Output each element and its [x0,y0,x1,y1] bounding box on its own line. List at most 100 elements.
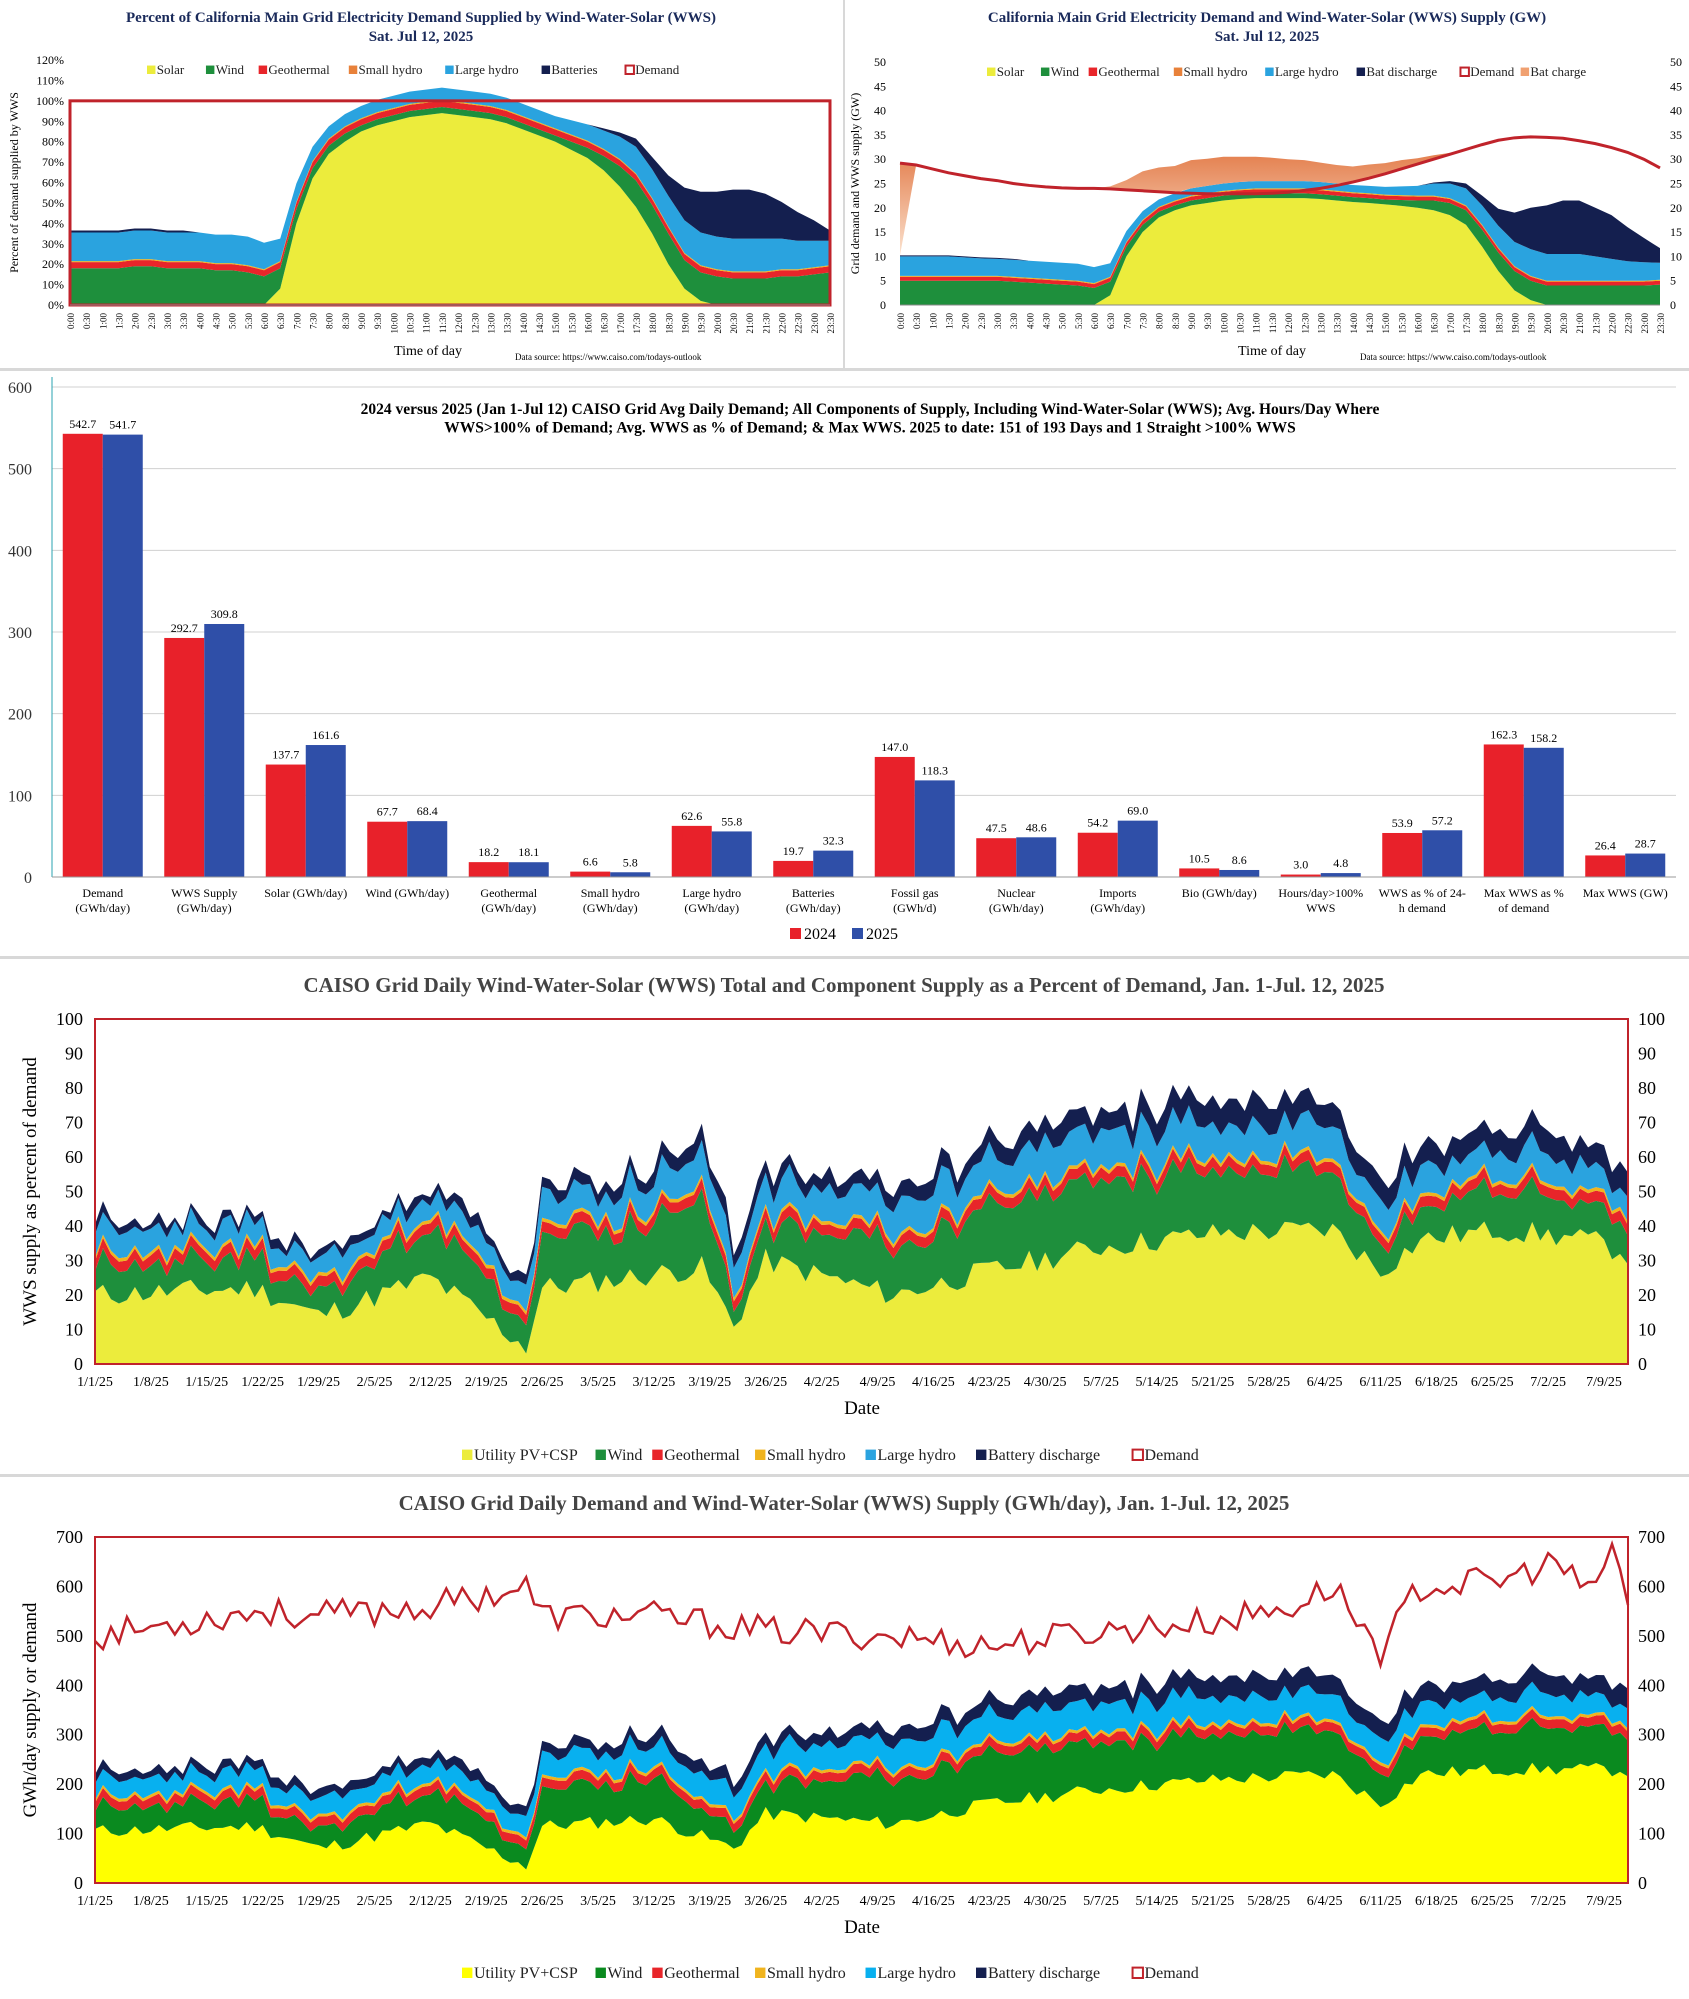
x-tick-label: 17:00 [616,313,626,334]
bar-2024 [1280,874,1321,877]
chart-title: Percent of California Main Grid Electric… [126,10,716,26]
x-tick-label: 15:30 [1397,313,1407,334]
x-tick-label: 18:30 [1494,313,1504,334]
bar-2024 [367,821,408,877]
category-label: Imports [1099,886,1137,900]
x-tick-label: 0:30 [912,313,922,330]
x-tick-label: 3/12/25 [633,1375,676,1390]
legend-label: Geothermal [664,1965,740,1982]
legend-swatch [595,1967,606,1978]
divider [0,956,1689,959]
y-tick-label: 100% [36,94,64,108]
area-wind [95,1154,1628,1354]
data-label: 28.7 [1635,837,1656,851]
y-tick-label: 30% [42,237,64,251]
x-tick-label: 16:00 [1413,313,1423,334]
y-tick-label: 30 [65,1251,83,1271]
legend-swatch [147,65,156,74]
legend-label: Utility PV+CSP [474,1965,578,1982]
x-tick-label: 5/21/25 [1191,1375,1234,1390]
legend-label: Demand [1470,64,1515,79]
legend-label: Wind [1051,64,1080,79]
x-tick-label: 23:30 [1656,313,1666,334]
x-tick-label: 7/2/25 [1530,1375,1566,1390]
y-tick-label: 600 [56,1576,83,1596]
chart-title: CAISO Grid Daily Wind-Water-Solar (WWS) … [303,973,1384,997]
y2-tick-label: 20 [1638,1285,1656,1305]
legend-swatch [205,65,215,74]
x-tick-label: 18:30 [664,313,674,334]
y-tick-label: 400 [56,1675,83,1695]
x-tick-label: 6/25/25 [1471,1894,1514,1909]
x-tick-label: 3:30 [1009,313,1019,330]
legend-label: 2025 [866,926,898,943]
chart-title: CAISO Grid Daily Demand and Wind-Water-S… [399,1491,1290,1515]
category-label: Batteries [792,886,835,900]
x-tick-label: 9:30 [373,313,383,330]
data-label: 6.6 [583,855,598,869]
legend-label: Geothermal [664,1447,740,1464]
area-battery-discharge [95,1084,1628,1285]
y-tick-label: 15 [874,225,886,239]
y-axis-label: GWh/day supply or demand [20,1602,41,1817]
y-tick-label: 0 [74,1873,83,1893]
x-tick-label: 2/5/25 [357,1375,393,1390]
legend-label: Battery discharge [988,1965,1100,1982]
bar-2024 [468,862,509,877]
x-tick-label: 6:00 [1090,313,1100,330]
y2-tick-label: 10 [1638,1320,1656,1340]
x-tick-label: 2:30 [977,313,987,330]
chart-gwh-daily: CAISO Grid Daily Demand and Wind-Water-S… [0,1477,1689,1999]
x-tick-label: 4/2/25 [804,1375,840,1390]
legend-swatch [541,65,551,74]
data-label: 54.2 [1087,816,1108,830]
x-tick-label: 0:30 [82,313,92,330]
x-tick-label: 11:30 [1268,313,1278,334]
y-tick-label: 35 [874,128,886,142]
data-label: 53.9 [1392,816,1413,830]
legend-label: Large hydro [1275,64,1339,79]
x-tick-label: 5/21/25 [1191,1894,1234,1909]
legend-swatch [1131,1448,1144,1462]
data-label: 55.8 [721,814,742,828]
data-label: 26.4 [1595,838,1616,852]
bar-2025 [1625,853,1666,877]
x-tick-label: 22:00 [1607,313,1617,334]
x-tick-label: 16:30 [1430,313,1440,334]
x-tick-label: 3/26/25 [744,1375,787,1390]
y2-tick-label: 40 [1638,1216,1656,1236]
y-tick-label: 400 [8,543,32,560]
x-tick-label: 6/4/25 [1307,1375,1343,1390]
bar-2025 [204,623,245,877]
y-tick-label: 700 [56,1527,83,1547]
x-axis-label: Time of day [394,344,462,359]
bar-2024 [773,860,814,877]
x-tick-label: 8:30 [341,313,351,330]
legend-label: Battery discharge [988,1447,1100,1464]
bar-2024 [1077,832,1118,877]
category-label: (GWh/day) [481,901,536,915]
x-tick-label: 23:30 [826,313,836,334]
legend-label: Demand [635,62,680,77]
category-label: h demand [1399,901,1446,915]
demand-line [899,135,1661,196]
y2-tick-label: 80 [1638,1078,1656,1098]
data-label: 32.3 [823,834,844,848]
x-tick-label: 12:00 [1284,313,1294,334]
y-tick-label: 20 [65,1285,83,1305]
chart-gwh-daily-svg: CAISO Grid Daily Demand and Wind-Water-S… [20,1491,1665,1982]
category-label: (GWh/day) [583,901,638,915]
legend-label: Batteries [551,62,597,77]
x-tick-label: 15:30 [567,313,577,334]
y-tick-label: 30 [874,152,886,166]
y2-tick-label: 40 [1670,104,1682,118]
y2-tick-label: 70 [1638,1113,1656,1133]
legend-swatch [755,1967,766,1978]
x-tick-label: 7/9/25 [1586,1375,1622,1390]
x-tick-label: 4/30/25 [1024,1375,1067,1390]
x-tick-label: 12:30 [1300,313,1310,334]
y-tick-label: 70 [65,1113,83,1133]
x-tick-label: 2/19/25 [465,1894,508,1909]
y-tick-label: 25 [874,177,886,191]
x-tick-label: 18:00 [648,313,658,334]
